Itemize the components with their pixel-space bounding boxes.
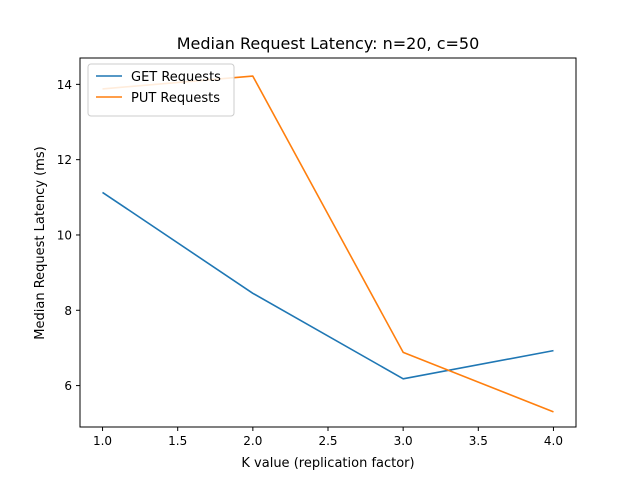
x-tick-label: 2.0 <box>243 434 262 448</box>
y-tick-label: 8 <box>64 304 72 318</box>
x-tick-label: 3.5 <box>469 434 488 448</box>
x-tick-label: 1.5 <box>168 434 187 448</box>
legend-label: PUT Requests <box>131 91 220 106</box>
x-tick-label: 1.0 <box>93 434 112 448</box>
x-axis-ticks: 1.0 1.5 2.0 2.5 3.0 3.5 4.0 <box>93 427 563 448</box>
legend-label: GET Requests <box>131 70 221 85</box>
x-tick-label: 3.0 <box>394 434 413 448</box>
y-axis-label: Median Request Latency (ms) <box>33 146 48 339</box>
legend: GET Requests PUT Requests <box>87 63 235 117</box>
y-tick-label: 10 <box>57 228 72 242</box>
y-axis-ticks: 6 8 10 12 14 <box>57 78 80 393</box>
y-tick-label: 12 <box>57 153 72 167</box>
chart-title: Median Request Latency: n=20, c=50 <box>177 34 480 53</box>
series-line-0 <box>102 191 554 380</box>
y-tick-label: 14 <box>57 78 72 92</box>
x-tick-label: 4.0 <box>544 434 563 448</box>
x-axis-label: K value (replication factor) <box>241 456 414 471</box>
legend-box <box>87 63 235 117</box>
x-tick-label: 2.5 <box>318 434 337 448</box>
y-tick-label: 6 <box>64 379 72 393</box>
